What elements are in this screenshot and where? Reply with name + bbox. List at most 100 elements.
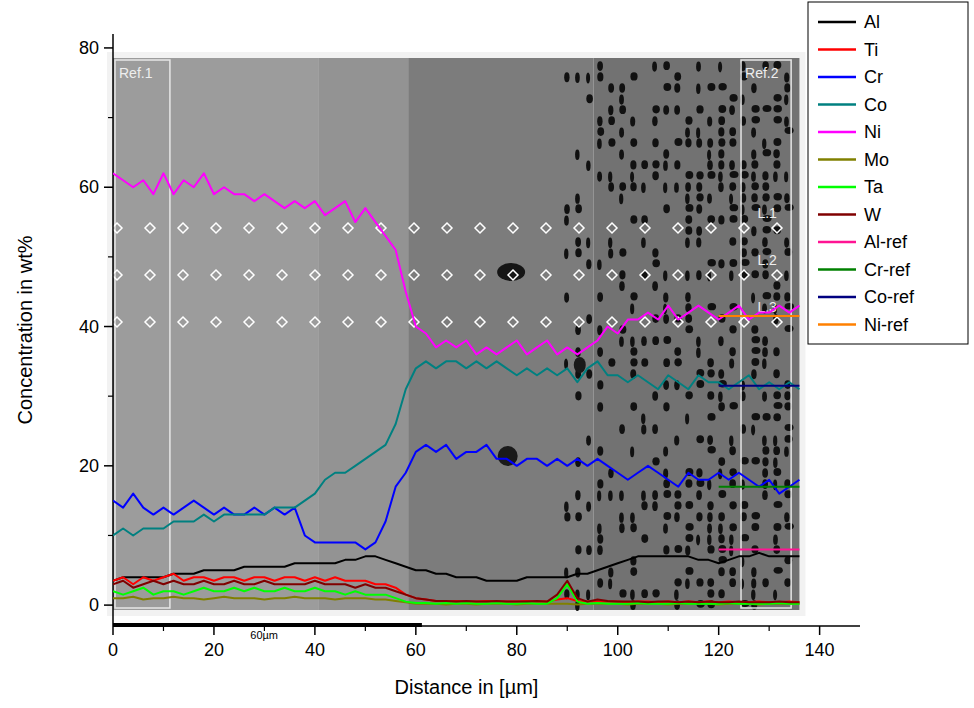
particle: [619, 248, 626, 257]
particle: [619, 336, 624, 346]
particle: [784, 193, 789, 203]
particle: [685, 413, 689, 424]
particle: [729, 237, 736, 246]
y-tick-label: 40: [79, 317, 99, 337]
particle: [707, 479, 711, 490]
particle: [785, 204, 794, 211]
particle: [729, 270, 733, 281]
particle: [652, 336, 659, 345]
particle: [630, 72, 637, 80]
particle: [685, 501, 693, 509]
series-line: [113, 553, 799, 581]
y-axis-title: Concentration in wt%: [14, 235, 36, 424]
x-axis-title: Distance in [µm]: [395, 676, 539, 698]
particle: [630, 182, 636, 191]
particle: [652, 105, 659, 113]
particle: [762, 182, 769, 191]
scan-point: [475, 223, 485, 233]
particle: [751, 149, 756, 159]
particle: [729, 193, 733, 204]
scan-point: [409, 270, 419, 280]
particle: [652, 457, 659, 465]
particle: [630, 347, 637, 356]
particle: [674, 435, 679, 445]
particle: [696, 127, 700, 138]
particle: [707, 413, 715, 421]
particle: [652, 160, 659, 168]
particle: [674, 83, 680, 92]
particle: [597, 523, 602, 534]
particle: [685, 567, 693, 575]
particle: [707, 358, 714, 367]
particle: [652, 391, 658, 400]
particle: [773, 171, 778, 182]
particle: [696, 468, 702, 477]
x-minor-tick: [567, 626, 568, 631]
particle: [729, 94, 737, 102]
particle: [575, 512, 582, 521]
particle: [774, 402, 783, 409]
scan-label: L.2: [757, 252, 777, 268]
particle: [762, 435, 767, 446]
x-tick-label: 120: [704, 640, 734, 660]
particle: [751, 270, 759, 278]
particle: [718, 215, 724, 224]
particle: [751, 160, 758, 169]
scan-point: [772, 270, 782, 280]
scan-point: [244, 317, 254, 327]
particle: [696, 83, 700, 94]
scan-point: [244, 223, 254, 233]
particle: [784, 83, 790, 92]
particle: [718, 138, 725, 147]
particle: [630, 160, 636, 169]
particle: [619, 193, 623, 204]
particle: [564, 292, 569, 302]
particle: [575, 193, 580, 203]
particle: [751, 567, 756, 577]
particle: [707, 446, 715, 453]
particle: [729, 215, 737, 223]
ref-label: Ref.1: [119, 65, 153, 81]
particle: [608, 237, 612, 248]
particle: [696, 193, 703, 201]
particle: [751, 127, 756, 137]
particle: [729, 325, 736, 333]
particle: [784, 578, 791, 587]
particle: [674, 589, 679, 600]
particle: [652, 424, 658, 434]
particle: [619, 589, 626, 597]
particle: [619, 490, 624, 500]
scan-point: [310, 317, 320, 327]
particle: [762, 358, 766, 369]
particle: [718, 61, 722, 72]
particle: [641, 534, 648, 543]
particle: [586, 72, 590, 83]
particle: [729, 259, 737, 267]
scan-point: [211, 317, 221, 327]
particle: [718, 512, 725, 521]
particle: [641, 424, 646, 434]
particle: [652, 138, 658, 147]
particle: [575, 545, 581, 554]
particle: [707, 534, 711, 545]
particle: [597, 490, 601, 501]
particle: [597, 534, 603, 543]
particle: [586, 501, 591, 511]
particle: [773, 589, 777, 600]
scan-point: [475, 270, 485, 280]
legend-label: Mo: [864, 150, 889, 170]
particle: [707, 523, 712, 533]
particle: [641, 182, 646, 193]
legend-label: Cr-ref: [864, 260, 911, 280]
particle: [751, 457, 759, 464]
particle: [763, 105, 772, 112]
scan-point: [343, 270, 353, 280]
particle: [586, 545, 592, 555]
particle: [608, 248, 613, 258]
particle: [685, 204, 693, 212]
particle: [564, 501, 569, 512]
particle: [752, 116, 761, 123]
particle: [730, 171, 739, 178]
scan-point: [772, 317, 782, 327]
image-frame: [107, 52, 805, 616]
